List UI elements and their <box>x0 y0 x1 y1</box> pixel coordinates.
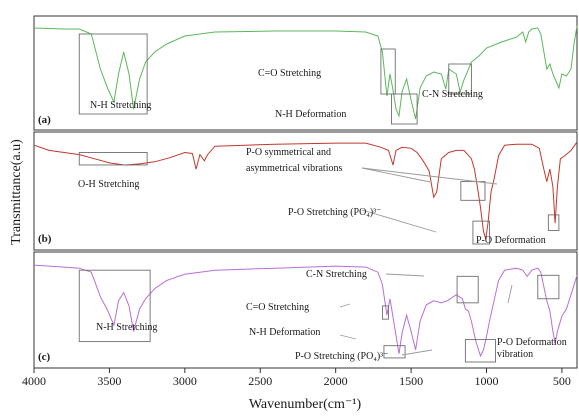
annotation-label: asymmetrical vibrations <box>246 163 342 174</box>
annotation-box <box>547 214 560 231</box>
annotation-box <box>537 274 560 300</box>
x-tick-label: 1500 <box>399 374 423 388</box>
x-tick-label: 500 <box>553 374 571 388</box>
spectrum-panel-1: (a) <box>33 15 578 131</box>
annotation-box <box>472 220 490 245</box>
panel-frame <box>33 15 578 131</box>
annotation-arrow <box>507 284 513 304</box>
annotation-label: P-O Stretching (PO₄)³⁻ <box>295 351 388 362</box>
annotation-arrow <box>361 209 437 233</box>
x-axis-title: Wavenumber(cm⁻¹) <box>249 397 362 412</box>
spectrum-line-2 <box>33 141 578 239</box>
annotation-box <box>381 305 389 320</box>
annotation-label: N-H Stretching <box>90 100 151 111</box>
panel-label: (b) <box>38 233 52 245</box>
annotation-label: N-H Stretching <box>96 322 157 333</box>
annotation-box <box>456 275 479 304</box>
annotation-label: P-O Stretching (PO₄)³⁻ <box>288 207 381 218</box>
x-tick-label: 1000 <box>475 374 499 388</box>
annotation-arrow <box>401 349 433 356</box>
annotation-label: N-H Deformation <box>275 109 346 120</box>
panel-label: (c) <box>38 351 51 363</box>
x-tick-label: 2000 <box>324 374 348 388</box>
annotation-label: C=O Stretching <box>246 302 309 313</box>
annotation-label: P-O Deformation <box>476 235 546 246</box>
annotation-label: O-H Stretching <box>78 179 139 190</box>
annotation-arrow <box>361 167 431 183</box>
annotation-box <box>383 345 406 359</box>
annotation-arrow <box>339 303 351 308</box>
annotation-label: C=O Stretching <box>258 68 321 79</box>
annotation-label: P-O symmetrical and <box>246 147 331 158</box>
spectrum-panel-2: (b) <box>33 131 578 251</box>
annotation-box <box>78 152 148 166</box>
annotation-box <box>380 48 396 95</box>
x-axis: 4000 3500 3000 2500 2000 1500 1000 500 Wavenumbe… <box>22 368 571 412</box>
annotation-label: P-O Deformation <box>497 337 567 348</box>
spectrum-line-1 <box>33 25 578 120</box>
annotation-arrow <box>361 167 498 185</box>
annotation-arrow <box>339 334 357 340</box>
annotation-arrow <box>385 273 425 277</box>
x-tick-label: 4000 <box>22 374 46 388</box>
spectrum-panel-3: (c) <box>33 251 578 369</box>
annotation-box <box>464 339 496 363</box>
panel-frame <box>33 251 578 369</box>
x-tick-label: 2500 <box>248 374 272 388</box>
panel-frame <box>33 131 578 251</box>
annotation-label: vibration <box>497 349 533 360</box>
x-tick-label: 3000 <box>173 374 197 388</box>
panel-label: (a) <box>38 114 51 126</box>
annotation-label: C-N Stretching <box>422 89 483 100</box>
annotation-box <box>460 181 486 201</box>
annotation-label: C-N Stretching <box>306 269 367 280</box>
x-tick-label: 3500 <box>97 374 121 388</box>
spectrum-line-3 <box>33 264 578 358</box>
y-axis-title: Transmittance(a.u) <box>9 139 24 245</box>
annotation-box <box>78 269 151 343</box>
annotation-box <box>448 63 472 95</box>
annotation-label: N-H Deformation <box>249 327 320 338</box>
annotation-box <box>391 93 418 125</box>
annotation-box <box>78 33 148 115</box>
